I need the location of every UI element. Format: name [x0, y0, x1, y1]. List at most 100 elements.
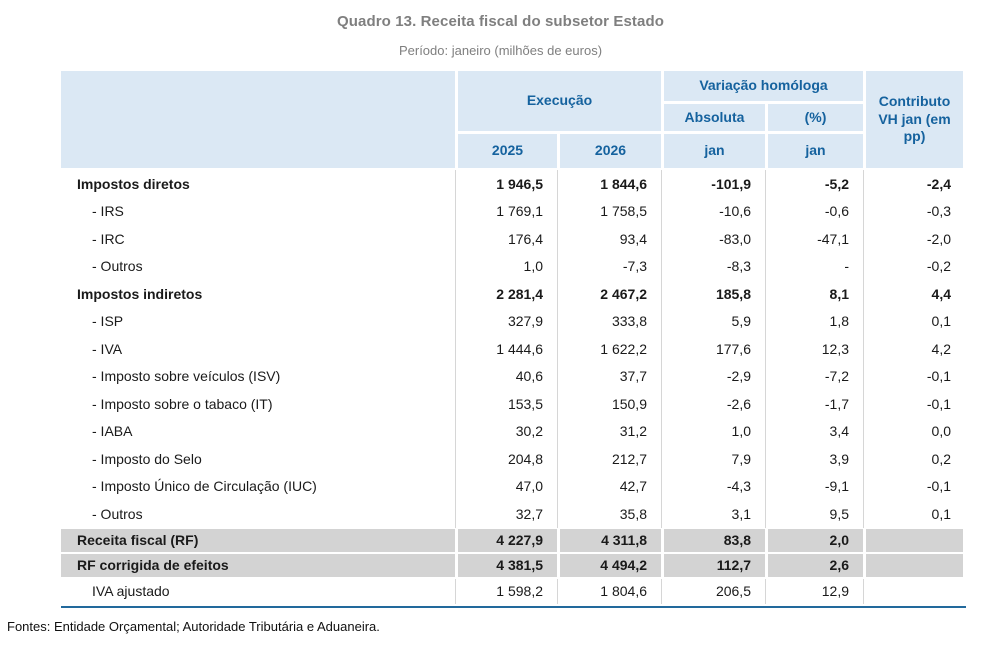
cell-var-absoluta: -2,9: [661, 362, 765, 390]
fiscal-table: Execução Variação homóloga Absoluta (%) …: [61, 71, 963, 604]
row-label: - Imposto Único de Circulação (IUC): [92, 478, 317, 495]
cell-exec-2026: 4 494,2: [557, 553, 661, 577]
cell-contributo: 0,0: [863, 417, 963, 445]
cell-exec-2025: 47,0: [455, 472, 557, 500]
cell-var-absoluta: 7,9: [661, 445, 765, 473]
row-label: - Outros: [92, 258, 143, 275]
page-subtitle: Período: janeiro (milhões de euros): [398, 43, 603, 58]
table-row: - Outros 32,7 35,8 3,1 9,5 0,1: [61, 500, 963, 528]
cell-var-absoluta: 1,0: [661, 417, 765, 445]
table-row: - IRS 1 769,1 1 758,5 -10,6 -0,6 -0,3: [61, 197, 963, 225]
header-percent: (%): [765, 104, 863, 131]
cell-contributo: [863, 578, 963, 604]
cell-exec-2026: 2 467,2: [557, 280, 661, 308]
table-row: IVA ajustado 1 598,2 1 804,6 206,5 12,9: [61, 578, 963, 604]
table-row: - IABA 30,2 31,2 1,0 3,4 0,0: [61, 417, 963, 445]
cell-contributo: -0,1: [863, 390, 963, 418]
cell-exec-2026: 1 622,2: [557, 335, 661, 363]
cell-exec-2026: -7,3: [557, 252, 661, 280]
row-label: IVA ajustado: [92, 583, 170, 599]
row-label: Receita fiscal (RF): [61, 528, 455, 552]
cell-exec-2026: 42,7: [557, 472, 661, 500]
cell-contributo: -0,2: [863, 252, 963, 280]
table-row: - Imposto sobre veículos (ISV) 40,6 37,7…: [61, 362, 963, 390]
table-row: - IVA 1 444,6 1 622,2 177,6 12,3 4,2: [61, 335, 963, 363]
cell-contributo: 0,1: [863, 500, 963, 528]
row-label: - IABA: [92, 423, 133, 440]
cell-exec-2026: 333,8: [557, 307, 661, 335]
cell-exec-2025: 1,0: [455, 252, 557, 280]
cell-var-absoluta: -10,6: [661, 197, 765, 225]
cell-exec-2026: 212,7: [557, 445, 661, 473]
table-header: Execução Variação homóloga Absoluta (%) …: [61, 71, 963, 168]
cell-var-percent: 2,0: [765, 528, 863, 552]
cell-exec-2025: 1 946,5: [455, 170, 557, 198]
row-label: Impostos diretos: [77, 175, 190, 192]
cell-var-absoluta: 83,8: [661, 528, 765, 552]
header-variacao-homologa: Variação homóloga: [661, 71, 863, 101]
table-row: Impostos diretos 1 946,5 1 844,6 -101,9 …: [61, 170, 963, 198]
cell-var-absoluta: 177,6: [661, 335, 765, 363]
cell-exec-2026: 4 311,8: [557, 528, 661, 552]
cell-contributo: -2,0: [863, 225, 963, 253]
cell-var-percent: -7,2: [765, 362, 863, 390]
table-bottom-rule: [61, 606, 966, 608]
cell-var-absoluta: 5,9: [661, 307, 765, 335]
table-row: Receita fiscal (RF) 4 227,9 4 311,8 83,8…: [61, 528, 963, 552]
cell-exec-2025: 327,9: [455, 307, 557, 335]
row-label: - ISP: [92, 313, 124, 330]
row-label: - IRS: [92, 203, 124, 220]
cell-var-percent: 3,9: [765, 445, 863, 473]
cell-exec-2025: 1 769,1: [455, 197, 557, 225]
cell-exec-2025: 1 444,6: [455, 335, 557, 363]
cell-contributo: [863, 528, 963, 552]
cell-exec-2025: 176,4: [455, 225, 557, 253]
row-label: - Outros: [92, 505, 143, 522]
header-absoluta: Absoluta: [661, 104, 765, 131]
cell-contributo: -0,1: [863, 362, 963, 390]
cell-contributo: -0,3: [863, 197, 963, 225]
header-jan-absoluta: jan: [661, 134, 765, 168]
cell-exec-2026: 1 758,5: [557, 197, 661, 225]
cell-exec-2025: 1 598,2: [455, 578, 557, 604]
cell-contributo: 0,1: [863, 307, 963, 335]
cell-var-percent: 8,1: [765, 280, 863, 308]
cell-var-percent: -5,2: [765, 170, 863, 198]
cell-exec-2025: 4 227,9: [455, 528, 557, 552]
table-row: - Imposto sobre o tabaco (IT) 153,5 150,…: [61, 390, 963, 418]
cell-var-percent: 12,3: [765, 335, 863, 363]
cell-exec-2025: 4 381,5: [455, 553, 557, 577]
cell-exec-2025: 30,2: [455, 417, 557, 445]
cell-var-percent: 1,8: [765, 307, 863, 335]
row-label: RF corrigida de efeitos: [61, 553, 455, 577]
cell-var-absoluta: 3,1: [661, 500, 765, 528]
cell-var-percent: -9,1: [765, 472, 863, 500]
table-row: - Imposto Único de Circulação (IUC) 47,0…: [61, 472, 963, 500]
cell-var-percent: -: [765, 252, 863, 280]
cell-var-absoluta: -4,3: [661, 472, 765, 500]
cell-exec-2026: 1 844,6: [557, 170, 661, 198]
table-row: - Imposto do Selo 204,8 212,7 7,9 3,9 0,…: [61, 445, 963, 473]
cell-var-absoluta: -2,6: [661, 390, 765, 418]
cell-var-percent: -1,7: [765, 390, 863, 418]
header-contributo: Contributo VH jan (em pp): [863, 71, 963, 168]
cell-contributo: -0,1: [863, 472, 963, 500]
row-label: - Imposto sobre o tabaco (IT): [92, 395, 273, 412]
cell-exec-2026: 37,7: [557, 362, 661, 390]
cell-var-percent: -47,1: [765, 225, 863, 253]
cell-exec-2026: 1 804,6: [557, 578, 661, 604]
cell-var-percent: 9,5: [765, 500, 863, 528]
cell-exec-2025: 153,5: [455, 390, 557, 418]
sources-note: Fontes: Entidade Orçamental; Autoridade …: [7, 619, 380, 634]
table-row: - IRC 176,4 93,4 -83,0 -47,1 -2,0: [61, 225, 963, 253]
table-row: RF corrigida de efeitos 4 381,5 4 494,2 …: [61, 553, 963, 577]
cell-exec-2026: 150,9: [557, 390, 661, 418]
cell-exec-2025: 204,8: [455, 445, 557, 473]
cell-var-absoluta: 112,7: [661, 553, 765, 577]
cell-exec-2025: 40,6: [455, 362, 557, 390]
cell-var-percent: 3,4: [765, 417, 863, 445]
cell-var-absoluta: 206,5: [661, 578, 765, 604]
cell-var-absoluta: -8,3: [661, 252, 765, 280]
table-body: Impostos diretos 1 946,5 1 844,6 -101,9 …: [61, 170, 963, 604]
cell-contributo: 4,4: [863, 280, 963, 308]
